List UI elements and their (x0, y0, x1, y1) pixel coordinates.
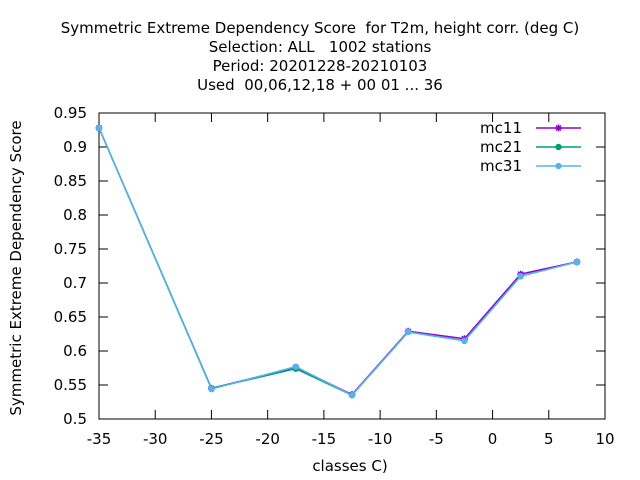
chart-title-line-1: Symmetric Extreme Dependency Score for T… (60, 19, 580, 37)
x-axis-label: classes C) (312, 457, 387, 475)
y-tick-label: 0.8 (63, 206, 87, 224)
x-tick-label: 5 (544, 430, 554, 448)
axes: -35 -30 -25 -20 -15 -10 -5 0 5 10 0.5 0.55 0.6 0.65 0.… (54, 104, 615, 448)
legend-item-mc11: mc11 (480, 119, 581, 137)
x-tick-label: -15 (312, 430, 337, 448)
data-point-mc31 (348, 392, 356, 399)
data-point-mc31 (405, 328, 412, 336)
plot-frame (98, 112, 606, 420)
series-mc31 (95, 124, 581, 399)
y-tick-label: 0.7 (63, 274, 87, 292)
legend-item-mc31: mc31 (480, 157, 581, 175)
series-layer (95, 124, 581, 399)
series-line-mc31 (98, 127, 578, 396)
y-axis-label: Symmetric Extreme Dependency Score (7, 120, 25, 415)
legend-swatch-marker (555, 162, 562, 170)
y-tick-label: 0.65 (54, 308, 87, 326)
y-tick-label: 0.75 (54, 240, 87, 258)
chart-title-line-3: Period: 20201228-20210103 (212, 57, 428, 75)
x-tick-label: -10 (368, 430, 393, 448)
legend-swatch-marker (555, 124, 562, 132)
marker-core (556, 125, 561, 131)
y-tick-label: 0.9 (63, 138, 87, 156)
legend-label: mc21 (480, 138, 522, 156)
y-tick-label: 0.55 (54, 376, 87, 394)
y-tick-label: 0.85 (54, 172, 87, 190)
y-tick-label: 0.6 (63, 342, 87, 360)
y-tick-label: 0.95 (54, 104, 87, 122)
data-point-mc31 (461, 337, 468, 344)
x-tick-label: -30 (143, 430, 168, 448)
chart-title-line-4: Used 00,06,12,18 + 00 01 ... 36 (197, 76, 443, 94)
x-tick-label: -25 (199, 430, 224, 448)
data-point-mc31 (292, 363, 299, 370)
y-tick-label: 0.5 (63, 410, 87, 428)
x-tick-label: 0 (488, 430, 498, 448)
legend-swatch-marker (555, 143, 562, 151)
data-point-mc31 (208, 385, 215, 393)
legend-label: mc31 (480, 157, 522, 175)
legend-item-mc21: mc21 (480, 138, 581, 156)
data-point-mc31 (517, 273, 524, 280)
x-tick-label: -35 (87, 430, 112, 448)
legend-label: mc11 (480, 119, 522, 137)
data-point-mc31 (573, 258, 581, 266)
data-point-mc31 (95, 124, 103, 132)
x-tick-label: 10 (595, 430, 614, 448)
chart-title-line-2: Selection: ALL 1002 stations (208, 38, 432, 56)
x-tick-label: -5 (429, 430, 444, 448)
x-tick-label: -20 (255, 430, 280, 448)
